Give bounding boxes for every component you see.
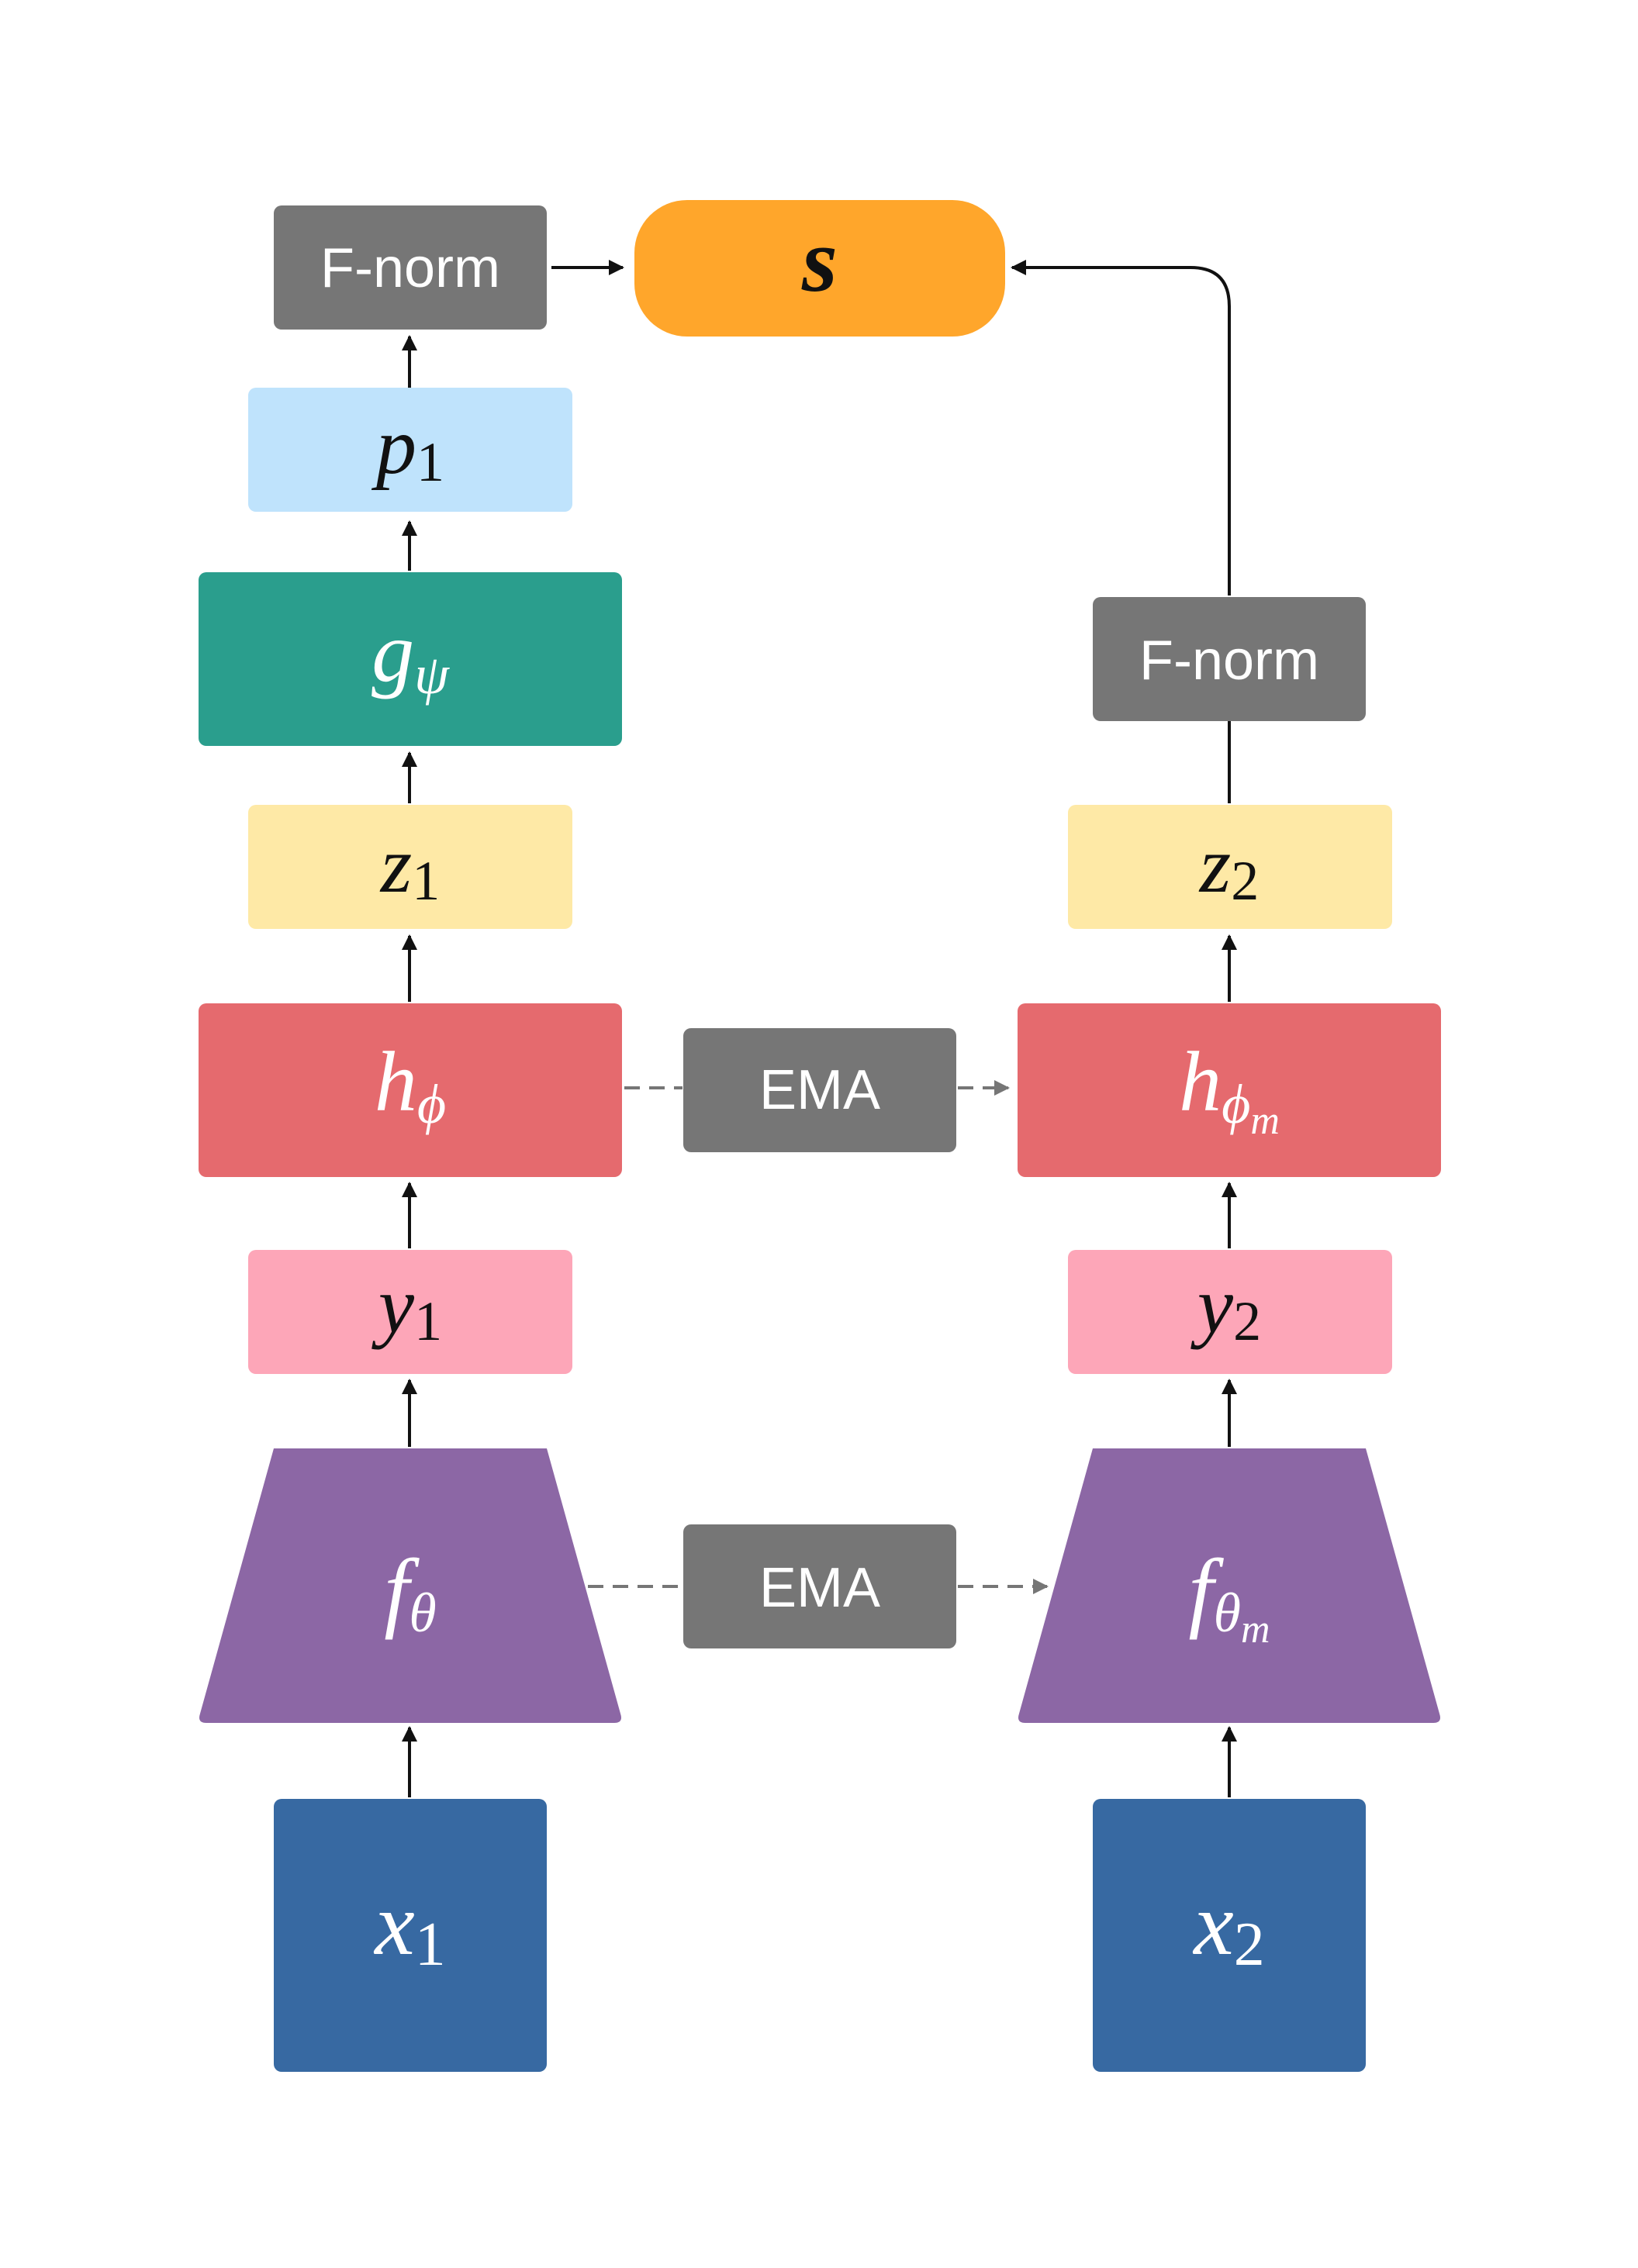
- node-x1: x1: [274, 1799, 547, 2072]
- node-p1: p1: [248, 388, 572, 512]
- fnorm-left-label: F-norm: [320, 237, 500, 299]
- node-z1: z1: [248, 805, 572, 929]
- g-psi-label: gψ: [371, 605, 450, 706]
- node-fnorm-left: F-norm: [274, 205, 547, 330]
- p1-label: p1: [371, 402, 444, 493]
- node-z2: z2: [1068, 805, 1392, 929]
- z2-label: z2: [1198, 820, 1259, 912]
- h-phi-label: hϕ: [375, 1034, 446, 1135]
- arrow-fnorm2-to-s: [1011, 260, 1231, 595]
- node-s: s: [634, 200, 1005, 337]
- node-f-theta: fθ: [199, 1448, 621, 1723]
- ema-top-label: EMA: [759, 1059, 880, 1121]
- x1-label: x1: [373, 1875, 446, 1979]
- node-ema-top: EMA: [683, 1028, 956, 1152]
- node-ema-bottom: EMA: [683, 1524, 956, 1648]
- node-g-psi: gψ: [199, 572, 622, 746]
- node-fnorm-right: F-norm: [1093, 597, 1366, 721]
- y2-label: y2: [1190, 1261, 1261, 1352]
- s-label: s: [801, 209, 838, 311]
- ema-connectors: [588, 1080, 1049, 1594]
- y1-label: y1: [371, 1261, 442, 1352]
- node-h-phi-m: hϕm: [1018, 1003, 1441, 1177]
- z1-label: z1: [379, 820, 440, 912]
- x2-label: x2: [1192, 1875, 1265, 1979]
- node-y1: y1: [248, 1250, 572, 1374]
- h-phi-m-label: hϕm: [1179, 1034, 1280, 1143]
- ema-bottom-label: EMA: [759, 1557, 880, 1619]
- node-y2: y2: [1068, 1250, 1392, 1374]
- node-h-phi: hϕ: [199, 1003, 622, 1177]
- node-x2: x2: [1093, 1799, 1366, 2072]
- node-f-theta-m: fθm: [1018, 1448, 1440, 1723]
- connectors: [402, 260, 1237, 1797]
- fnorm-right-label: F-norm: [1139, 630, 1319, 692]
